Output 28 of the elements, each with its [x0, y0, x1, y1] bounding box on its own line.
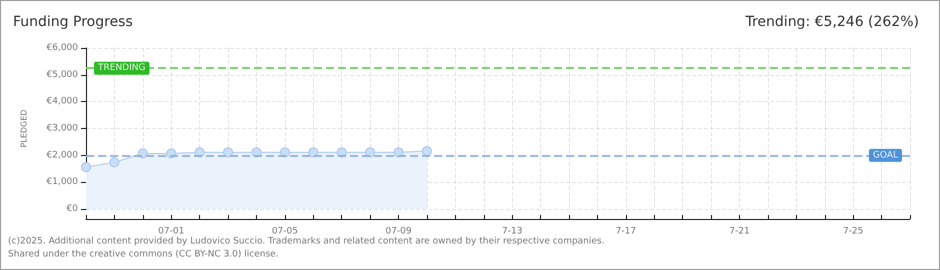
- x-tick-label: 07-05: [272, 226, 298, 236]
- ref-line-label: GOAL: [872, 150, 898, 160]
- y-tick-label: €0: [66, 204, 78, 214]
- y-tick-label: €1,000: [46, 177, 78, 188]
- point: [223, 147, 234, 158]
- x-tick-label: 7-17: [616, 226, 636, 236]
- chart-title: Funding Progress: [13, 14, 133, 30]
- x-tick-label: 07-09: [385, 226, 412, 236]
- point: [109, 157, 120, 168]
- text: (c)2025. Additional content provided by Ludovico Succio. Trademarks and related content are owned by their respective companies.: [8, 236, 604, 246]
- chart-subtitle: Trending: €5,246 (262%): [744, 14, 920, 30]
- ref-line-label: TRENDING: [97, 63, 146, 74]
- point: [394, 147, 404, 158]
- y-tick-label: €6,000: [46, 43, 78, 53]
- y-tick-label: €5,000: [46, 70, 78, 80]
- x-tick-label: 7-21: [729, 226, 750, 236]
- point: [365, 147, 376, 158]
- y-tick-label: €2,000: [46, 150, 78, 160]
- y-tick-label: €4,000: [46, 96, 78, 107]
- y-axis-title: PLEDGED: [20, 110, 28, 148]
- y-tick-label: €3,000: [46, 124, 78, 134]
- point: [81, 162, 91, 172]
- text: Shared under the creative commons (CC BY-NC 3.0) license.: [8, 250, 279, 260]
- x-tick-label: 7-25: [842, 226, 864, 236]
- point: [308, 147, 318, 158]
- point: [422, 146, 432, 156]
- x-tick-label: 07-01: [158, 226, 184, 236]
- x-tick-label: 7-13: [502, 226, 522, 236]
